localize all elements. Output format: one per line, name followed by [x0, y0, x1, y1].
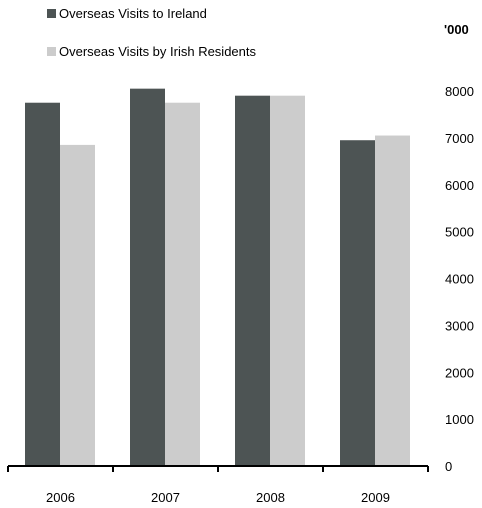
- legend-swatch-series-1: [47, 9, 56, 18]
- y-tick-label: 7000: [445, 131, 474, 146]
- bar-2008-series-1: [235, 95, 270, 466]
- bar-2009-series-2: [375, 135, 410, 466]
- legend-label-series-2: Overseas Visits by Irish Residents: [59, 44, 256, 59]
- legend-label-series-1: Overseas Visits to Ireland: [59, 6, 207, 21]
- bar-2007-series-1: [130, 88, 165, 466]
- y-tick-label: 2000: [445, 365, 474, 380]
- bar-2006-series-2: [60, 144, 95, 466]
- y-tick-label: 1000: [445, 412, 474, 427]
- y-tick-label: 5000: [445, 225, 474, 240]
- x-axis-ticks: 2006 2007 2008 2009: [7, 466, 429, 505]
- legend-swatch-series-2: [47, 47, 56, 56]
- bar-2007-series-2: [165, 102, 200, 466]
- y-tick-label: 4000: [445, 272, 474, 287]
- legend: Overseas Visits to Ireland Overseas Visi…: [47, 6, 256, 59]
- y-axis-ticks: 0 1000 2000 3000 4000 5000 6000 7000 8000: [445, 84, 474, 474]
- y-tick-label: 6000: [445, 178, 474, 193]
- bar-2006-series-1: [25, 102, 60, 466]
- x-tick-label: 2007: [151, 490, 180, 505]
- x-tick-label: 2006: [46, 490, 75, 505]
- x-tick-label: 2008: [256, 490, 285, 505]
- x-tick-label: 2009: [361, 490, 390, 505]
- y-tick-label: 0: [445, 459, 452, 474]
- bar-2009-series-1: [340, 140, 375, 466]
- bar-2008-series-2: [270, 95, 305, 466]
- y-tick-label: 3000: [445, 318, 474, 333]
- unit-label: '000: [444, 22, 469, 37]
- bars-group: [25, 88, 410, 466]
- y-tick-label: 8000: [445, 84, 474, 99]
